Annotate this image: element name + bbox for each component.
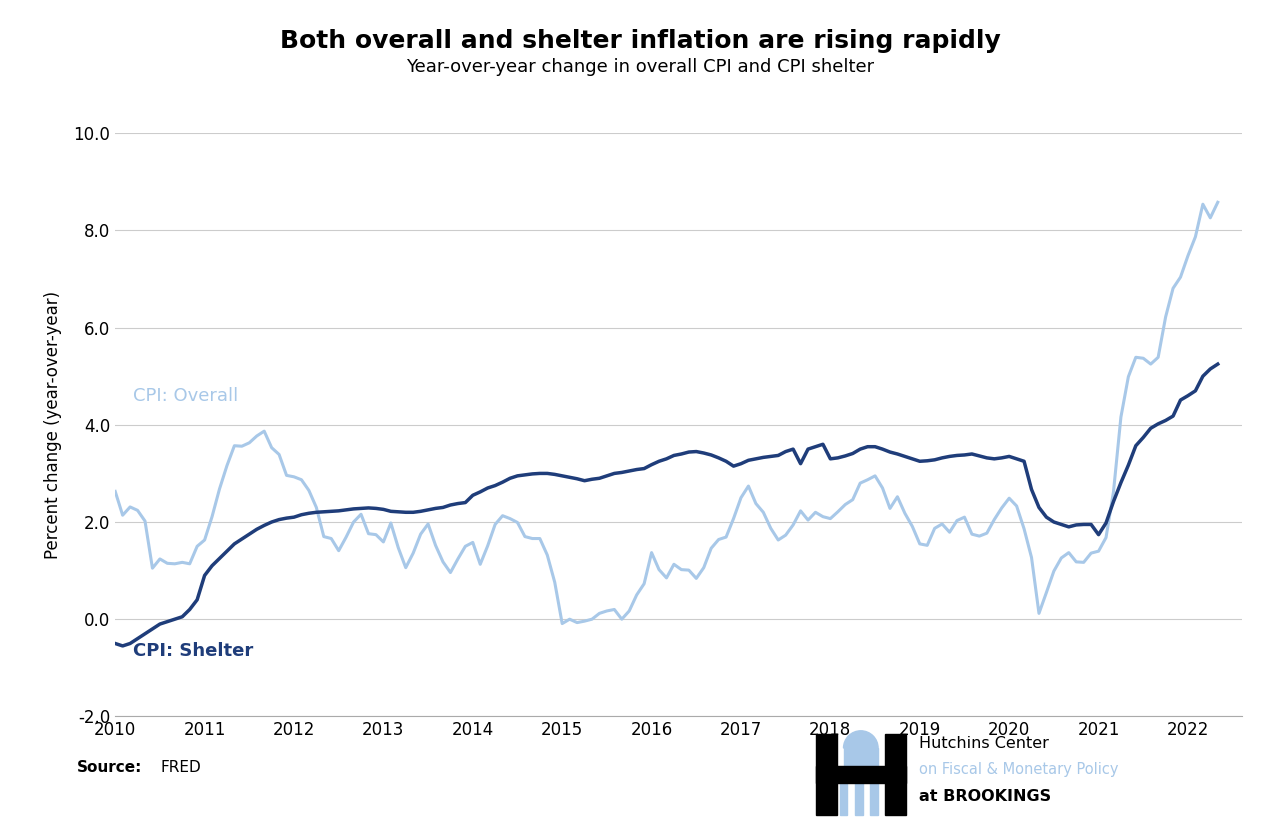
Bar	[815, 766, 906, 784]
Text: Source:: Source:	[77, 760, 142, 775]
Text: FRED: FRED	[160, 760, 201, 775]
Bar	[844, 748, 878, 772]
Text: Year-over-year change in overall CPI and CPI shelter: Year-over-year change in overall CPI and…	[406, 58, 874, 77]
Bar	[870, 784, 878, 815]
Text: Both overall and shelter inflation are rising rapidly: Both overall and shelter inflation are r…	[279, 29, 1001, 53]
Text: Hutchins Center: Hutchins Center	[919, 736, 1048, 751]
Bar	[840, 784, 847, 815]
Bar	[884, 734, 906, 815]
Text: on Fiscal & Monetary Policy: on Fiscal & Monetary Policy	[919, 762, 1119, 777]
Bar	[815, 734, 837, 815]
Y-axis label: Percent change (year-over-year): Percent change (year-over-year)	[45, 291, 63, 559]
Text: CPI: Overall: CPI: Overall	[133, 387, 238, 405]
Text: CPI: Shelter: CPI: Shelter	[133, 641, 253, 660]
Wedge shape	[844, 731, 878, 748]
Text: at BROOKINGS: at BROOKINGS	[919, 789, 1051, 804]
Bar	[855, 784, 863, 815]
